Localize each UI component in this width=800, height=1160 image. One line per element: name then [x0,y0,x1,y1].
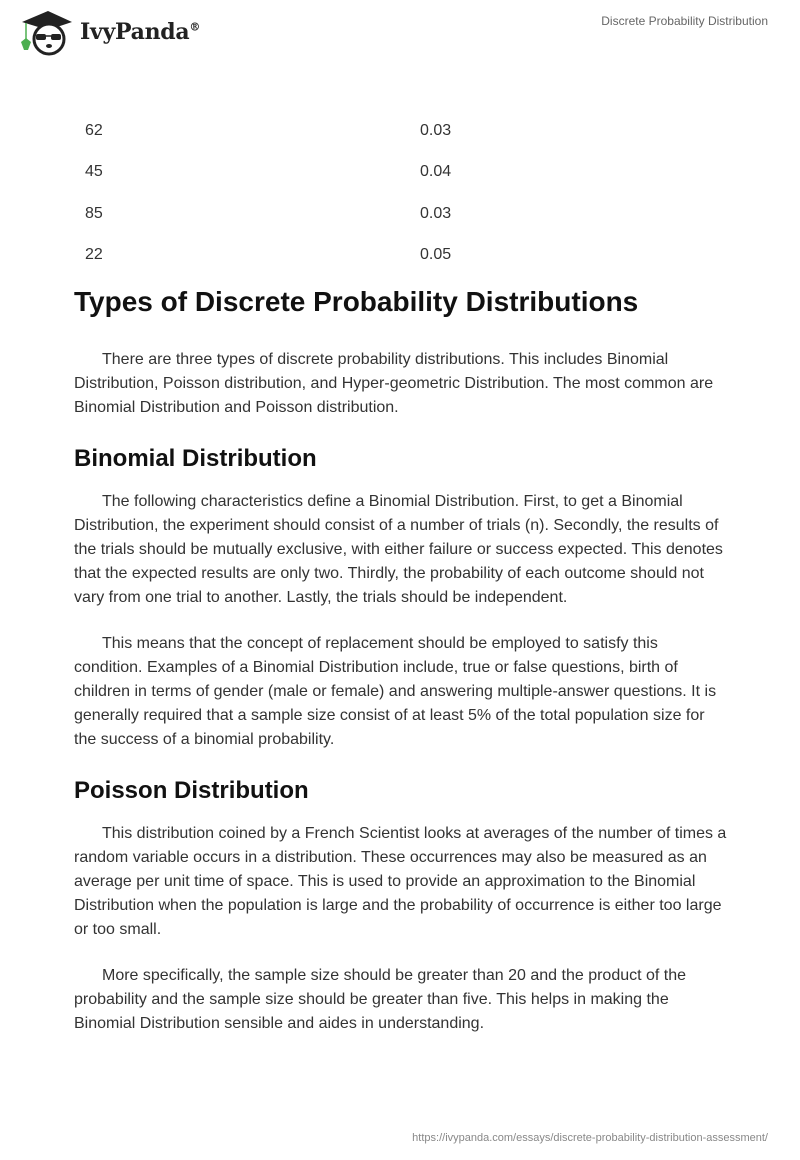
logo[interactable]: IvyPanda® [18,8,200,56]
table-cell: 85 [85,204,103,222]
table-cell: 45 [85,163,103,181]
paragraph: There are three types of discrete probab… [74,351,714,416]
article-body: Types of Discrete Probability Distributi… [74,282,728,1058]
table-row: 45 0.04 [74,152,726,194]
table-row: 62 0.03 [74,110,726,152]
source-url[interactable]: https://ivypanda.com/essays/discrete-pro… [412,1132,768,1144]
paragraph: This distribution coined by a French Sci… [74,825,727,938]
table-cell: 0.03 [420,121,452,139]
logo-text: IvyPanda® [80,19,201,45]
paragraph: The following characteristics define a B… [74,493,723,606]
table-row: 22 0.05 [74,235,726,277]
table-cell: 62 [85,121,103,139]
table-cell: 0.05 [420,246,452,264]
section-heading: Types of Discrete Probability Distributi… [74,286,639,317]
table-cell: 22 [85,246,103,264]
data-table: 62 0.03 45 0.04 85 0.03 22 0.05 [74,110,726,276]
paragraph: This means that the concept of replaceme… [74,635,717,748]
table-cell: 0.04 [420,163,452,181]
document-title: Discrete Probability Distribution [601,14,768,28]
paragraph: More specifically, the sample size shoul… [74,967,687,1032]
table-cell: 0.03 [420,204,452,222]
table-row: 85 0.03 [74,193,726,235]
section-heading: Poisson Distribution [74,777,309,804]
section-heading: Binomial Distribution [74,445,317,472]
panda-logo-icon [21,11,72,56]
header: IvyPanda® Discrete Probability Distribut… [0,0,800,70]
